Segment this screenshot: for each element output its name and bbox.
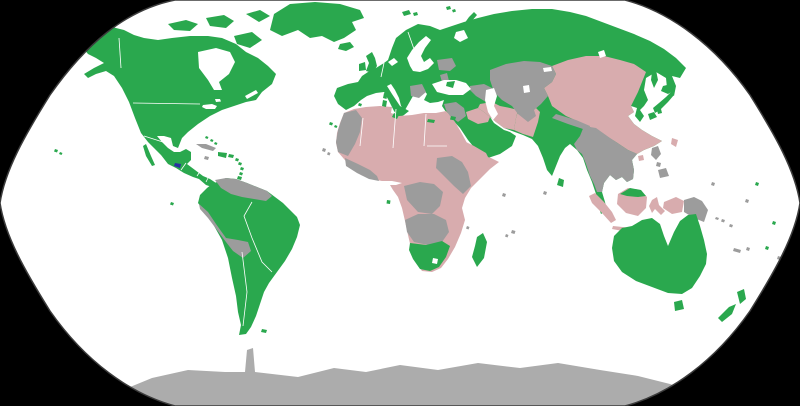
region-lesotho (432, 258, 438, 264)
lake-baikal (598, 50, 606, 58)
region-sulawesi (649, 197, 665, 215)
country-border-line (196, 169, 202, 177)
sea-aral (523, 85, 530, 93)
region-west-papua (663, 197, 684, 214)
region-japan-hokkaido (661, 84, 675, 94)
country-border-line (359, 117, 364, 147)
region-canary-islands (329, 122, 338, 128)
region-yemen (460, 140, 488, 159)
region-cape-verde (322, 148, 331, 156)
region-venezuela-guianas (215, 178, 272, 201)
region-ellesmere-island (246, 10, 270, 22)
region-moldova (440, 73, 449, 82)
country-border-line (143, 135, 167, 144)
sea-st-lawrence (245, 90, 258, 99)
region-jamaica (204, 156, 209, 160)
region-greenland (270, 2, 364, 42)
region-sri-lanka (557, 178, 564, 187)
lake-balkhash (543, 67, 552, 72)
region-malaysia-borneo (620, 188, 646, 197)
region-australia (612, 214, 707, 294)
region-south-america (198, 178, 300, 335)
country-border-line (380, 62, 385, 78)
map-borders (118, 31, 447, 327)
region-peru-bolivia (199, 204, 251, 258)
region-south-africa (409, 241, 450, 271)
region-iceland (338, 42, 354, 51)
region-mainland-se-asia (574, 126, 637, 192)
country-border-line (205, 175, 210, 183)
region-arctic-island-west (168, 20, 198, 31)
region-sao-tome (386, 200, 391, 204)
region-ireland (359, 62, 366, 71)
country-border-line (392, 108, 397, 149)
region-crimea (446, 81, 455, 88)
country-border-line (407, 31, 416, 65)
region-new-zealand-north (737, 289, 746, 304)
region-central-asia (490, 61, 556, 122)
region-western-balkans (410, 84, 426, 98)
region-sakhalin (651, 70, 658, 88)
country-border-line (118, 37, 122, 69)
region-great-britain (366, 52, 377, 73)
region-belarus (437, 58, 456, 71)
sea-hudson-bay (198, 48, 235, 90)
region-taiwan (671, 138, 678, 147)
region-papua-new-guinea (684, 197, 708, 222)
region-cuba (196, 144, 216, 151)
map-regions (54, 2, 781, 406)
region-galapagos (170, 202, 174, 206)
country-border-line (132, 102, 201, 105)
region-baja-california (143, 144, 155, 166)
region-hainan (638, 155, 644, 161)
country-border-line (180, 162, 187, 171)
region-northwest-africa (336, 110, 362, 156)
country-border-line (243, 201, 273, 273)
region-philippines-luzon (651, 146, 661, 160)
region-southern-africa (405, 214, 449, 245)
region-japan-kyushu (648, 109, 662, 120)
region-iraq (466, 108, 490, 124)
sea-skagerrak (388, 58, 398, 66)
region-congo-basin (404, 182, 443, 214)
sea-caspian (485, 88, 498, 120)
region-japan-honshu (653, 92, 674, 113)
region-philippines-visayas (656, 162, 661, 167)
region-levant (444, 102, 466, 122)
region-arctic-island-north (206, 15, 234, 28)
region-antarctica (118, 348, 698, 406)
region-new-zealand-south (718, 304, 736, 322)
sea-great-lakes (202, 99, 221, 109)
region-hawaii (54, 149, 63, 155)
country-border-line (241, 251, 248, 327)
sea-white-sea (454, 30, 468, 42)
sea-baltic (407, 36, 434, 72)
region-east-africa (436, 156, 471, 194)
region-philippines-mindanao (658, 168, 669, 178)
region-tasmania (674, 300, 684, 311)
region-madagascar (472, 233, 487, 267)
region-baffin-island (234, 32, 262, 48)
region-el-salvador (174, 163, 181, 168)
region-sumatra (589, 193, 616, 223)
region-west-african-coast (345, 158, 379, 181)
region-china-mongolia (544, 56, 662, 154)
region-falklands (261, 329, 267, 333)
country-border-line (423, 113, 427, 147)
region-nepal-bhutan (552, 114, 590, 130)
